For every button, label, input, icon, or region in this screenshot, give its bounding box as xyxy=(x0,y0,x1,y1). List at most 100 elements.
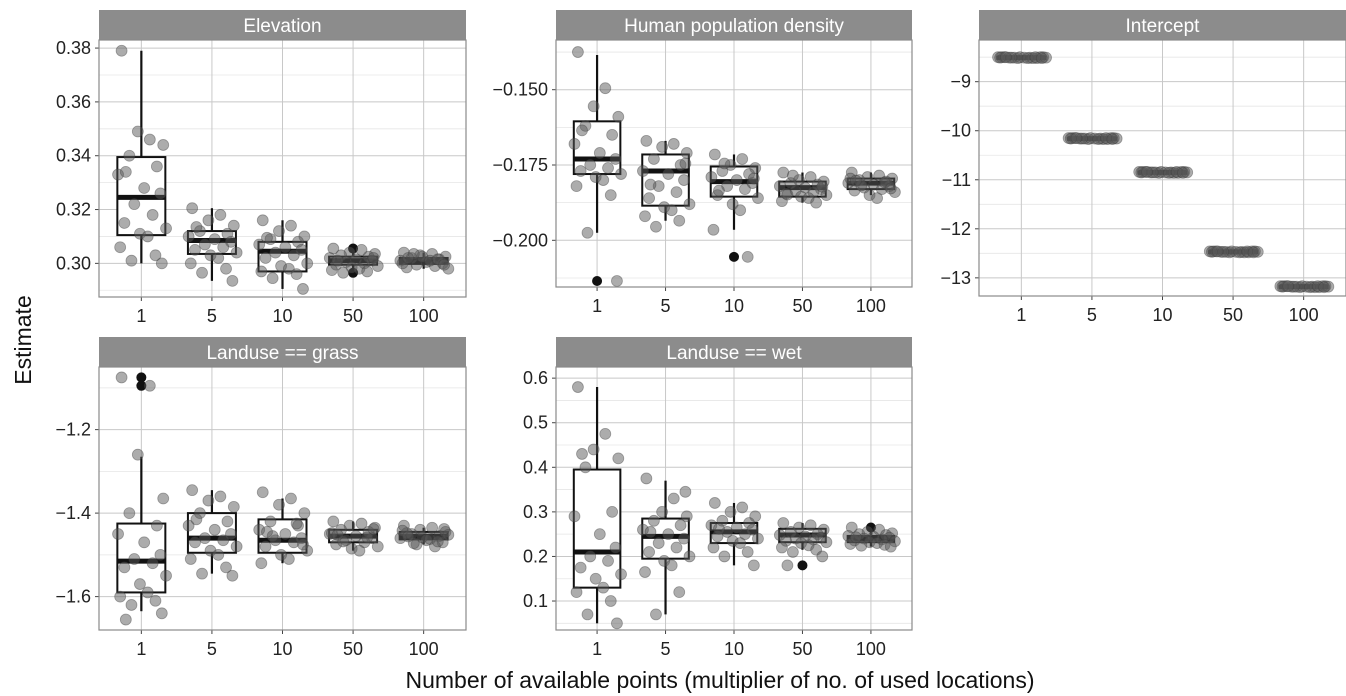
data-point xyxy=(131,448,144,461)
y-tick-label: −10 xyxy=(940,121,971,141)
outlier-point xyxy=(136,380,147,391)
panel-0: Elevation 0.30 0.32 0.34 0.36 0.38 1 5 10 50 100 xyxy=(56,10,467,326)
data-point xyxy=(810,196,823,209)
data-point xyxy=(673,214,686,227)
data-point xyxy=(273,498,285,511)
data-point xyxy=(736,501,749,514)
data-point xyxy=(1247,246,1260,259)
jitter-points xyxy=(112,371,455,626)
panel-4: Landuse == wet 0.1 0.2 0.3 0.4 0.5 0.6 1 5 10 50 10… xyxy=(523,337,913,659)
data-point xyxy=(604,595,617,607)
data-point xyxy=(581,226,594,239)
data-point xyxy=(568,510,581,523)
data-point xyxy=(662,168,675,180)
data-point xyxy=(290,517,303,530)
x-tick-label: 100 xyxy=(856,296,886,316)
data-point xyxy=(190,221,203,233)
data-point xyxy=(602,555,614,567)
data-point xyxy=(190,513,203,526)
data-point xyxy=(574,165,587,177)
data-point xyxy=(587,443,600,456)
data-point xyxy=(301,257,314,270)
data-point xyxy=(570,180,583,192)
data-point xyxy=(261,525,273,538)
panel-title: Elevation xyxy=(243,16,321,37)
y-tick-label: −1.4 xyxy=(55,503,91,523)
data-point xyxy=(282,262,295,275)
data-point xyxy=(186,484,199,497)
jitter-points xyxy=(992,51,1335,294)
data-point xyxy=(708,497,721,509)
data-point xyxy=(612,110,625,123)
data-point xyxy=(1070,132,1083,144)
data-point xyxy=(115,44,128,57)
panel-title: Landuse == grass xyxy=(206,343,358,364)
panel-strip xyxy=(99,10,466,40)
data-point xyxy=(781,188,794,201)
data-point xyxy=(597,174,610,186)
data-point xyxy=(331,254,344,267)
data-point xyxy=(154,187,167,200)
data-point xyxy=(999,51,1012,64)
data-point xyxy=(256,486,269,499)
data-point xyxy=(285,219,297,232)
x-tick-label: 5 xyxy=(661,296,671,316)
x-tick-label: 100 xyxy=(856,639,886,659)
data-point xyxy=(640,472,653,485)
data-point xyxy=(726,198,739,211)
x-axis-title: Number of available points (multiplier o… xyxy=(406,667,1035,693)
data-point xyxy=(683,550,696,563)
data-point xyxy=(196,266,208,279)
data-point xyxy=(157,492,170,505)
data-point xyxy=(884,540,897,553)
jitter-points xyxy=(112,44,455,295)
data-point xyxy=(576,448,588,460)
x-tick-label: 100 xyxy=(409,639,439,659)
data-point xyxy=(741,250,754,263)
data-point xyxy=(574,561,587,574)
data-point xyxy=(1211,245,1224,258)
data-point xyxy=(266,272,279,285)
data-point xyxy=(349,530,362,542)
data-point xyxy=(820,536,833,549)
data-point xyxy=(361,531,374,544)
data-point xyxy=(572,381,584,393)
data-point xyxy=(773,180,786,192)
panel-border xyxy=(98,39,467,298)
y-tick-label: 0.32 xyxy=(56,200,91,220)
y-tick-label: −11 xyxy=(942,170,971,190)
data-point xyxy=(119,613,132,626)
data-point xyxy=(402,252,415,264)
y-tick-label: 0.2 xyxy=(523,546,548,566)
data-point xyxy=(150,160,163,173)
panel-border xyxy=(555,39,913,288)
data-point xyxy=(816,550,829,563)
y-tick-label: −0.175 xyxy=(492,155,548,175)
data-point xyxy=(570,586,583,599)
data-point xyxy=(667,138,680,150)
panel-3: Landuse == grass −1.6 −1.4 −1.2 1 5 10 50 100 xyxy=(55,337,467,659)
data-point xyxy=(718,157,731,170)
data-point xyxy=(208,523,221,536)
data-point xyxy=(572,46,584,58)
data-point xyxy=(683,198,696,211)
panel-strip xyxy=(556,10,912,40)
data-point xyxy=(327,515,340,528)
data-point xyxy=(724,505,737,518)
data-point xyxy=(747,559,760,572)
x-tick-label: 50 xyxy=(792,296,812,316)
data-point xyxy=(674,519,687,532)
x-tick-label: 10 xyxy=(272,639,292,659)
data-point xyxy=(730,521,743,534)
jitter-points xyxy=(568,46,901,287)
data-point xyxy=(612,452,625,465)
panel-title: Human population density xyxy=(624,16,844,37)
x-tick-label: 50 xyxy=(343,306,363,326)
data-point xyxy=(680,147,693,159)
data-point xyxy=(431,535,444,548)
x-tick-label: 1 xyxy=(136,306,146,326)
data-point xyxy=(665,204,678,217)
y-tick-label: 0.30 xyxy=(56,253,91,273)
data-point xyxy=(202,494,215,507)
